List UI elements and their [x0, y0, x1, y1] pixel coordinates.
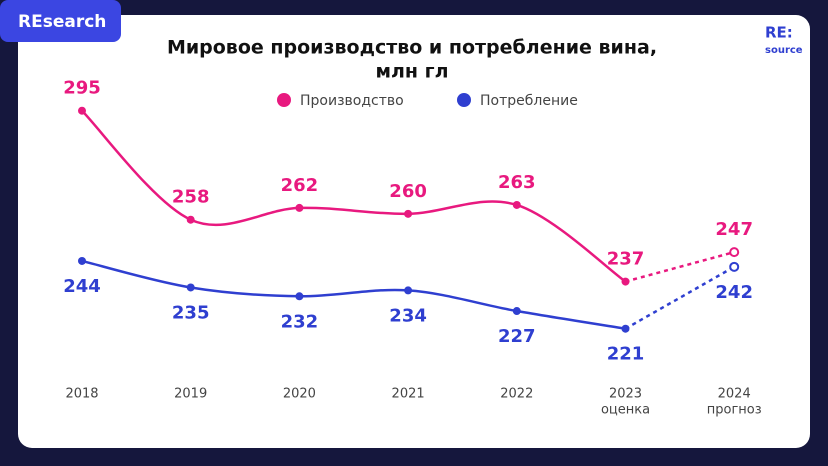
point [404, 286, 413, 295]
x-tick-label: 2023 [609, 387, 642, 402]
point [295, 292, 304, 301]
value-label: 260 [389, 181, 427, 202]
point [512, 200, 521, 209]
chart-title: Мировое производство и потребление вина, [167, 37, 657, 59]
legend-marker [277, 93, 291, 107]
point [186, 215, 195, 224]
x-tick-sublabel: прогноз [707, 403, 762, 418]
legend-label: Потребление [480, 93, 578, 109]
x-tick-sublabel: оценка [601, 403, 650, 418]
value-label: 263 [498, 172, 536, 193]
logo-sub: source [765, 45, 803, 56]
point [621, 324, 630, 333]
x-tick-label: 2019 [174, 387, 207, 402]
legend-marker [457, 93, 471, 107]
point [729, 261, 740, 272]
value-label: 295 [63, 78, 101, 99]
value-label: 258 [172, 187, 210, 208]
x-tick-label: 2021 [392, 387, 425, 402]
value-label: 234 [389, 305, 427, 326]
value-label: 235 [172, 302, 210, 323]
value-label: 262 [281, 175, 319, 196]
badge-text: REsearch [18, 12, 106, 32]
point [78, 106, 86, 115]
badge [0, 0, 121, 42]
chart-title: млн гл [375, 61, 448, 83]
value-label: 221 [607, 344, 645, 365]
x-tick-label: 2022 [500, 387, 533, 402]
logo: RE: [765, 24, 793, 42]
series-line-forecast [624, 265, 735, 330]
value-label: 237 [607, 249, 645, 270]
value-label: 244 [63, 276, 101, 297]
card [18, 15, 810, 448]
x-tick-label: 2024 [718, 387, 751, 402]
value-label: 242 [715, 282, 753, 303]
value-label: 232 [281, 311, 319, 332]
series-line [81, 109, 627, 283]
point [78, 256, 86, 265]
point [512, 307, 521, 316]
value-label: 247 [715, 219, 753, 240]
point [186, 283, 195, 292]
x-tick-label: 2020 [283, 387, 316, 402]
series-line-forecast [625, 250, 735, 283]
point [404, 209, 413, 218]
legend-label: Производство [300, 93, 404, 109]
point [729, 247, 740, 258]
x-tick-label: 2018 [65, 387, 98, 402]
value-label: 227 [498, 326, 536, 347]
point [295, 203, 304, 212]
series-line [81, 259, 626, 330]
point [621, 277, 630, 286]
